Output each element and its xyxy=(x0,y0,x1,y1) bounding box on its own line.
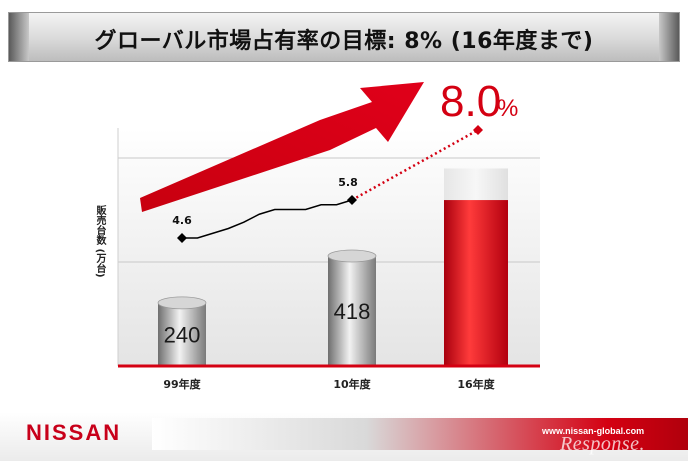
footer-band xyxy=(152,418,688,450)
bar-top-1 xyxy=(157,296,207,310)
bar-1 xyxy=(158,302,206,366)
bar-2 xyxy=(328,256,376,366)
share-point-1 xyxy=(177,233,187,243)
x-tick-label-1: 99年度 xyxy=(163,377,201,391)
share-point-3 xyxy=(473,125,483,135)
title-banner: グローバル市場占有率の目標: 8% (16年度まで) xyxy=(8,12,680,62)
share-point-2 xyxy=(347,195,357,205)
response-watermark: Response. xyxy=(560,433,646,455)
y-axis-label: 販売台数 (万台) xyxy=(94,205,105,278)
share-label-start: 4.6 xyxy=(172,214,192,227)
bar-value-label-1: 240 xyxy=(164,322,201,347)
bar-top-2 xyxy=(327,249,377,263)
bar-value-label-2: 418 xyxy=(334,299,371,324)
share-target-unit: % xyxy=(497,95,518,122)
site-url: www.nissan-global.com xyxy=(542,426,645,436)
target-bar xyxy=(444,200,508,366)
share-label-mid: 5.8 xyxy=(338,176,358,189)
share-target-label: 8.0 xyxy=(440,77,501,126)
nissan-logo: NISSAN xyxy=(26,420,122,445)
share-line xyxy=(182,199,353,239)
x-tick-label-2: 10年度 xyxy=(333,377,371,391)
chart: 240 418 99年度 10年度 16年度 4.6 5.8 8.0% xyxy=(117,77,540,391)
trend-arrow xyxy=(140,82,424,212)
share-projection-line xyxy=(351,128,479,202)
x-tick-label-3: 16年度 xyxy=(457,377,495,391)
page-title: グローバル市場占有率の目標: 8% (16年度まで) xyxy=(94,29,594,54)
